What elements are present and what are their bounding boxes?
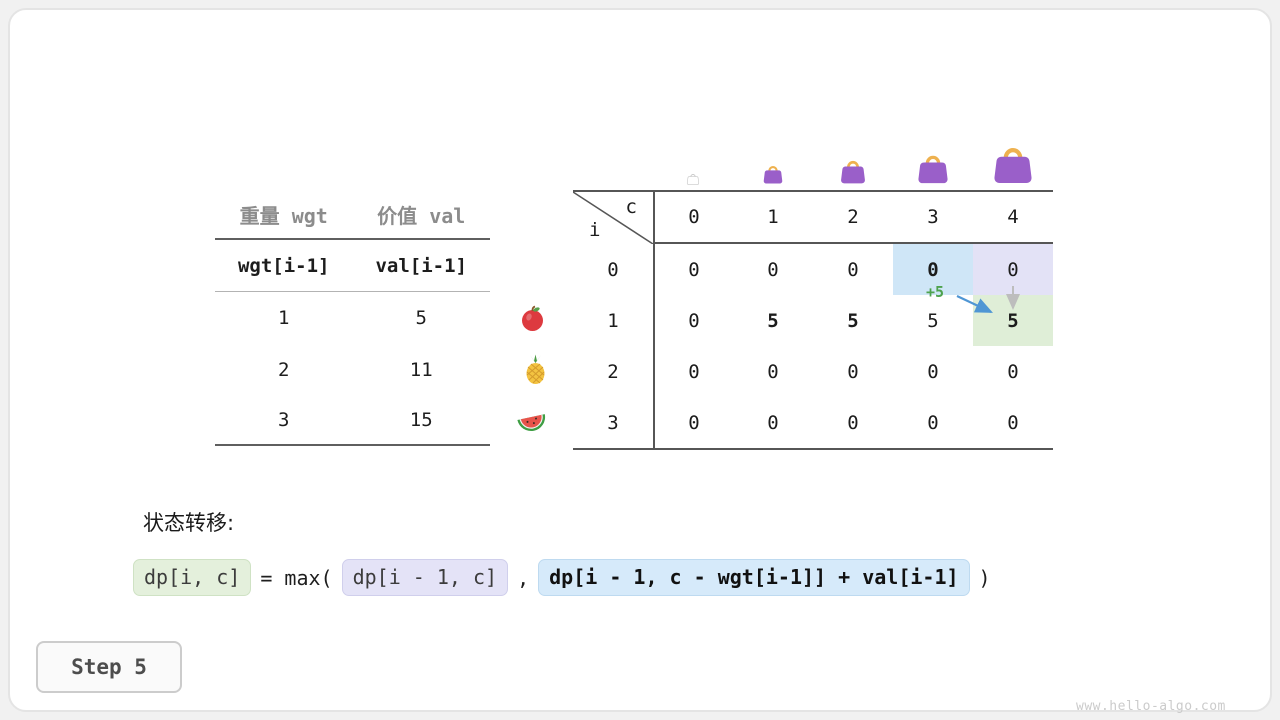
items-table-var-row: wgt[i-1] val[i-1] xyxy=(215,240,490,292)
dp-cell-1-0: 0 xyxy=(653,295,733,346)
close-paren-text: ) xyxy=(978,565,991,590)
option2-term: dp[i - 1, c - wgt[i-1]] + val[i-1] xyxy=(538,559,970,596)
item-1-value: 5 xyxy=(415,307,427,329)
step-badge: Step 5 xyxy=(36,641,182,693)
dp-corner-cell: c i xyxy=(573,192,653,244)
bag-icon-md xyxy=(916,151,950,184)
dp-cell-2-3: 0 xyxy=(927,360,939,383)
dp-cell-1-1: 5 xyxy=(767,309,779,332)
option2-middle: ] + xyxy=(814,565,863,589)
dp-col-header-2: 2 xyxy=(813,192,893,244)
pineapple-icon xyxy=(519,354,551,384)
dp-cell-2-0: 0 xyxy=(653,346,733,397)
dp-cell-0-3: 0 xyxy=(893,244,973,295)
plus-five-annotation: +5 xyxy=(926,283,945,301)
dp-row-header-3: 3 xyxy=(607,411,619,434)
option2-val-term: val[i-1] xyxy=(862,565,959,589)
item-3-weight: 3 xyxy=(278,408,290,431)
bag-icon-lg xyxy=(991,142,1035,184)
dp-cell-3-3: 0 xyxy=(927,411,939,434)
val-var-label: val[i-1] xyxy=(375,254,467,277)
diagonal-transition-arrow xyxy=(956,295,993,313)
dp-row-header-0: 0 xyxy=(607,258,619,281)
dp-col-header-4: 4 xyxy=(973,192,1053,244)
dp-cell-2-4: 0 xyxy=(1007,360,1019,383)
value-column-header: 价值 val xyxy=(377,203,466,228)
dp-cell-3-0: 0 xyxy=(653,397,733,448)
option2-prefix: dp[i - 1, c - xyxy=(549,565,718,589)
dp-row-header-1: 1 xyxy=(607,309,619,332)
bag-icon-sm xyxy=(839,157,867,184)
dp-cell-0-1: 0 xyxy=(767,258,779,281)
state-transition-formula: dp[i, c] = max( dp[i - 1, c] , dp[i - 1,… xyxy=(133,559,991,596)
dp-col-header-0: 0 xyxy=(653,192,733,244)
dp-cell-3-1: 0 xyxy=(767,411,779,434)
option1-term: dp[i - 1, c] xyxy=(341,559,509,596)
item-2-value: 11 xyxy=(409,358,433,381)
item-row-2: 2 11 xyxy=(215,344,490,395)
equals-max-text: = max( xyxy=(260,565,333,590)
item-1-weight: 1 xyxy=(278,307,290,329)
dp-current-term: dp[i, c] xyxy=(133,559,252,596)
weight-column-header: 重量 wgt xyxy=(239,203,328,228)
bag-icon-empty xyxy=(686,172,700,185)
dp-cell-3-2: 0 xyxy=(847,411,859,434)
transition-arrows xyxy=(956,286,1020,313)
dp-cell-0-2: 0 xyxy=(847,258,859,281)
item-3-value: 15 xyxy=(409,408,433,431)
wgt-var-label: wgt[i-1] xyxy=(237,254,330,277)
items-table-header: 重量 wgt 价值 val xyxy=(215,190,490,240)
bag-icon-xs xyxy=(762,163,784,184)
dp-cell-3-4: 0 xyxy=(1007,411,1019,434)
item-row-1: 1 5 xyxy=(215,292,490,344)
comma-text: , xyxy=(517,565,530,590)
dp-cell-1-3: 5 xyxy=(927,309,939,332)
dp-cell-0-0: 0 xyxy=(653,244,733,295)
item-2-weight: 2 xyxy=(278,358,290,381)
dp-col-header-1: 1 xyxy=(733,192,813,244)
dp-cell-1-2: 5 xyxy=(847,309,859,332)
state-transition-label: 状态转移: xyxy=(143,511,235,535)
apple-icon xyxy=(516,303,548,333)
dp-cell-2-1: 0 xyxy=(767,360,779,383)
watermark: www.hello-algo.com xyxy=(1076,699,1226,714)
item-row-3: 3 15 xyxy=(215,395,490,446)
row-variable-label: i xyxy=(589,219,601,241)
option2-wgt-term: wgt[i-1] xyxy=(717,565,815,589)
watermelon-icon xyxy=(515,407,547,437)
corner-diagonal-line xyxy=(573,192,653,244)
dp-cell-2-2: 0 xyxy=(847,360,859,383)
dp-col-header-3: 3 xyxy=(893,192,973,244)
col-variable-label: c xyxy=(625,196,637,218)
dp-table: c i 0 1 2 3 4 0 0 0 0 0 0 1 0 5 5 5 5 2 … xyxy=(573,190,1053,450)
dp-row-header-2: 2 xyxy=(607,360,619,383)
items-table: 重量 wgt 价值 val wgt[i-1] val[i-1] 1 5 2 11… xyxy=(215,190,490,446)
